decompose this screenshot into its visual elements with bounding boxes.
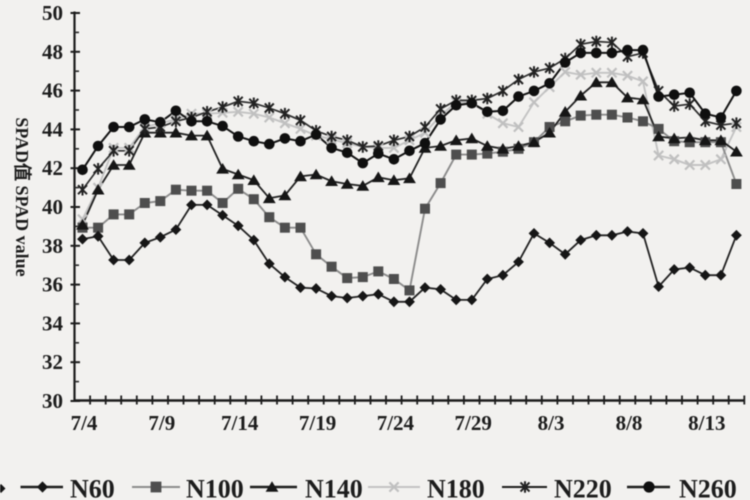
- svg-text:48: 48: [42, 40, 63, 64]
- svg-text:N100: N100: [186, 475, 244, 500]
- svg-text:8/8: 8/8: [616, 411, 643, 435]
- svg-text:7/9: 7/9: [148, 411, 175, 435]
- svg-text:44: 44: [42, 117, 64, 141]
- svg-text:30: 30: [42, 389, 63, 413]
- svg-text:8/13: 8/13: [688, 411, 725, 435]
- svg-text:7/4: 7/4: [71, 411, 98, 435]
- svg-text:N60: N60: [70, 475, 115, 500]
- svg-text:7/29: 7/29: [455, 411, 492, 435]
- svg-text:36: 36: [42, 273, 63, 297]
- svg-text:8/3: 8/3: [538, 411, 565, 435]
- svg-text:42: 42: [42, 156, 63, 180]
- svg-text:N220: N220: [554, 475, 612, 500]
- svg-text:N140: N140: [305, 475, 363, 500]
- svg-text:38: 38: [42, 234, 63, 258]
- svg-text:50: 50: [42, 1, 63, 25]
- svg-text:7/14: 7/14: [221, 411, 259, 435]
- svg-text:7/24: 7/24: [377, 411, 415, 435]
- svg-text:N260: N260: [679, 475, 737, 500]
- svg-text:46: 46: [42, 79, 63, 103]
- svg-text:SPAD值 SPAD value: SPAD值 SPAD value: [12, 117, 33, 276]
- svg-text:32: 32: [42, 350, 63, 374]
- svg-text:34: 34: [42, 311, 64, 335]
- svg-text:N180: N180: [427, 475, 485, 500]
- svg-text:40: 40: [42, 195, 63, 219]
- svg-text:7/19: 7/19: [299, 411, 336, 435]
